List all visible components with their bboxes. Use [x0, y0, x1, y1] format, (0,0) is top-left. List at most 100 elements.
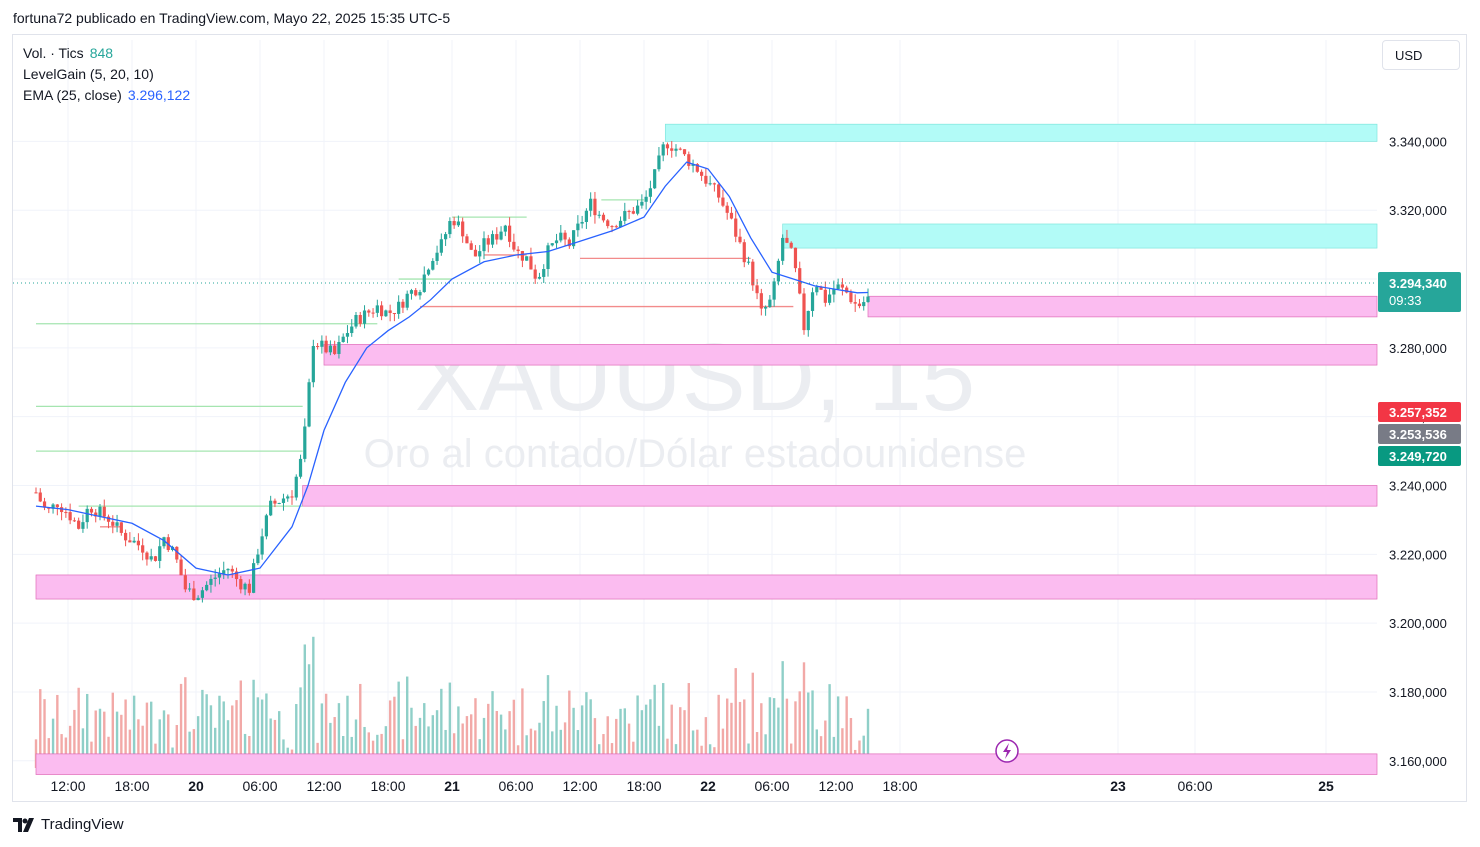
volume-bar: [687, 683, 690, 768]
candle: [657, 155, 661, 170]
candle: [712, 183, 716, 185]
candle: [397, 301, 401, 314]
candle: [277, 502, 281, 504]
volume-bar: [662, 683, 665, 768]
candle: [153, 556, 158, 561]
time-axis[interactable]: 12:00 18:00 20 06:00 12:00 18:00 21 06:00 12:00 1…: [50, 778, 1334, 794]
candle: [226, 568, 230, 571]
countdown-label: 09:33: [1389, 293, 1422, 308]
candle: [473, 249, 478, 257]
volume-bar: [679, 707, 682, 768]
price-axis[interactable]: 3.340,0003.320,0003.300,0003.280,0003.26…: [1378, 134, 1461, 769]
time-label: 22: [700, 778, 716, 794]
candle: [572, 230, 576, 247]
volume-layer: [34, 636, 870, 768]
volume-bar: [406, 676, 409, 768]
volume-bar: [824, 720, 827, 768]
volume-bar: [239, 680, 242, 768]
volume-bar: [278, 711, 281, 768]
candle: [695, 164, 699, 172]
candle: [495, 234, 499, 240]
volume-bar: [431, 715, 434, 768]
volume-bar: [333, 717, 336, 768]
volume-bar: [124, 699, 127, 768]
candle: [589, 198, 593, 211]
volume-bar: [593, 718, 597, 768]
candle: [849, 292, 853, 303]
volume-bar: [487, 703, 490, 768]
volume-bar: [815, 729, 818, 768]
volume-bar: [132, 695, 136, 768]
volume-bar: [440, 688, 443, 768]
volume-bar: [295, 704, 298, 768]
candle: [563, 232, 567, 240]
candle: [729, 212, 734, 219]
candle: [205, 584, 209, 591]
legend-volume[interactable]: Vol. · Tics 848: [23, 45, 113, 61]
candle: [38, 492, 42, 502]
candle: [601, 214, 606, 221]
volume-bar: [260, 699, 264, 768]
candle: [793, 247, 798, 269]
zone-layer: [35, 123, 1378, 775]
volume-bar: [299, 687, 302, 768]
lightning-icon[interactable]: [995, 739, 1019, 763]
time-label: 18:00: [370, 778, 405, 794]
volume-bar: [192, 729, 196, 768]
candle: [85, 508, 89, 523]
legend-volume-value: 848: [89, 45, 114, 61]
tradingview-logo[interactable]: TradingView: [13, 816, 124, 833]
volume-bar: [836, 696, 840, 768]
candle: [51, 504, 55, 509]
volume-bar: [418, 717, 422, 768]
candle: [836, 284, 840, 289]
candle: [687, 154, 691, 166]
candle: [644, 196, 648, 202]
candle: [567, 239, 571, 247]
candle: [456, 221, 460, 226]
volume-bar: [235, 700, 238, 768]
green-price-label-bg: [1378, 446, 1461, 466]
volume-bar: [423, 703, 426, 768]
candle: [426, 269, 431, 275]
candle: [34, 492, 38, 494]
volume-bar: [572, 707, 575, 768]
candle: [401, 301, 405, 308]
volume-bar: [717, 694, 720, 768]
volume-bar: [231, 705, 234, 768]
volume-bar: [751, 672, 754, 768]
legend-levelgain[interactable]: LevelGain (5, 20, 10): [23, 66, 154, 82]
candle: [234, 571, 239, 580]
candle: [653, 169, 657, 189]
candle: [759, 293, 763, 309]
candle: [269, 500, 273, 516]
volume-bar: [568, 690, 571, 768]
volume-bar: [397, 681, 400, 768]
legend-ema[interactable]: EMA (25, close) 3.296,122: [23, 87, 190, 103]
candle: [409, 290, 414, 294]
volume-bar: [248, 736, 251, 768]
price-tick-label: 3.320,000: [1389, 203, 1447, 218]
volume-bar: [77, 687, 80, 768]
candle: [362, 310, 367, 324]
candle: [665, 144, 670, 149]
volume-bar: [312, 636, 315, 768]
volume-bar: [538, 722, 541, 768]
volume-bar: [615, 718, 618, 768]
volume-bar: [491, 691, 494, 768]
tradingview-logo-text: TradingView: [41, 816, 124, 833]
candle: [260, 536, 264, 555]
candle: [354, 314, 358, 327]
demand-zone: [35, 574, 1378, 600]
candle: [422, 274, 426, 293]
candle: [682, 149, 687, 155]
candle: [465, 236, 469, 244]
currency-button[interactable]: USD: [1382, 40, 1460, 70]
volume-bar: [474, 698, 477, 768]
candle: [247, 583, 251, 593]
ema-line: [35, 161, 869, 576]
candle: [375, 305, 379, 313]
volume-bar: [461, 723, 464, 768]
volume-bar: [303, 644, 306, 768]
